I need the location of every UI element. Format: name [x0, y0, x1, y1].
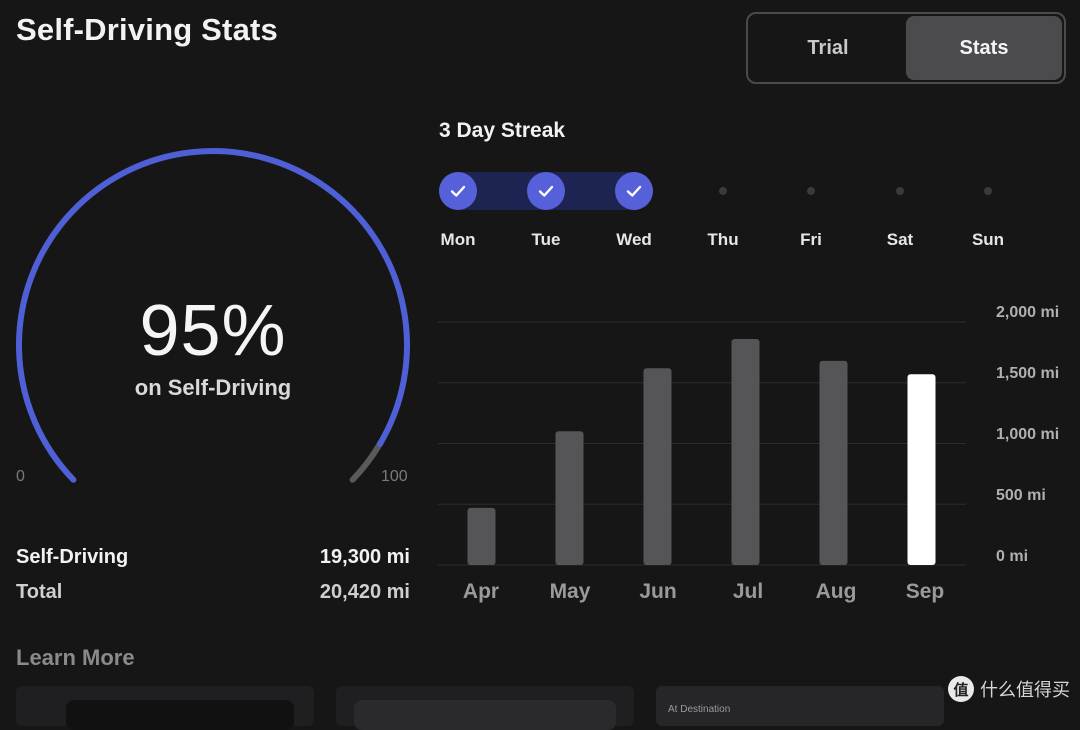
- bar-apr[interactable]: [467, 507, 496, 565]
- learn-more-card-3[interactable]: At Destination: [656, 686, 944, 726]
- day-label-mon: Mon: [440, 230, 476, 249]
- day-dot-thu: [704, 172, 742, 210]
- x-tick-label-apr: Apr: [462, 580, 500, 603]
- self-driving-distance-label: Self-Driving: [16, 546, 129, 568]
- streak-title: 3 Day Streak: [439, 119, 566, 142]
- y-tick-label: 1,000 mi: [996, 426, 1060, 443]
- y-tick-label: 2,000 mi: [996, 304, 1060, 321]
- page-title: Self-Driving Stats: [16, 12, 278, 47]
- gauge-progress-arc: [15, 148, 410, 483]
- check-icon: [450, 185, 466, 197]
- day-dot-sat: [881, 172, 919, 210]
- learn-more-card-2[interactable]: [336, 686, 634, 730]
- check-icon: [538, 185, 554, 197]
- learn-more-heading: Learn More: [16, 645, 135, 670]
- day-dot-tue: [527, 172, 565, 210]
- x-tick-label-may: May: [549, 580, 591, 603]
- bar-sep[interactable]: [907, 374, 936, 565]
- monthly-distance-chart: [438, 321, 966, 566]
- bar-may[interactable]: [555, 431, 584, 565]
- day-label-sun: Sun: [971, 230, 1005, 249]
- day-dot-wed: [615, 172, 653, 210]
- day-label-thu: Thu: [707, 230, 739, 249]
- watermark: 值 什么值得买: [948, 676, 1070, 702]
- day-dot-sun: [969, 172, 1007, 210]
- learn-more-card-1[interactable]: [16, 686, 314, 730]
- stats-tab[interactable]: Stats: [906, 16, 1062, 80]
- bar-jul[interactable]: [731, 339, 760, 565]
- check-icon: [626, 185, 642, 197]
- total-distance-value: 20,420 mi: [319, 581, 410, 603]
- watermark-logo-icon: 值: [948, 676, 974, 702]
- total-distance-label: Total: [16, 581, 63, 603]
- day-dot-mon: [439, 172, 477, 210]
- day-label-fri: Fri: [800, 230, 822, 249]
- watermark-text: 什么值得买: [980, 680, 1070, 700]
- day-dot-fri: [792, 172, 830, 210]
- gauge-max-label: 100: [381, 468, 408, 485]
- gauge-remainder-arc: [349, 440, 383, 483]
- trial-tab[interactable]: Trial: [807, 36, 849, 59]
- day-label-wed: Wed: [616, 230, 652, 249]
- x-tick-label-jun: Jun: [639, 580, 677, 603]
- bar-aug[interactable]: [819, 360, 848, 565]
- self-driving-distance-value: 19,300 mi: [319, 546, 410, 568]
- y-tick-label: 0 mi: [996, 548, 1029, 565]
- day-label-tue: Tue: [531, 230, 561, 249]
- x-tick-label-sep: Sep: [905, 580, 945, 603]
- total-distance-row: Total 20,420 mi: [16, 581, 410, 604]
- y-tick-label: 1,500 mi: [996, 365, 1060, 382]
- view-toggle: Trial Stats: [746, 12, 1066, 84]
- x-tick-label-aug: Aug: [815, 580, 857, 603]
- gauge-percent: 95%: [139, 291, 287, 371]
- x-tick-label-jul: Jul: [732, 580, 764, 603]
- self-driving-distance-row: Self-Driving 19,300 mi: [16, 546, 410, 569]
- gauge-min-label: 0: [16, 468, 25, 485]
- y-tick-label: 500 mi: [996, 487, 1046, 504]
- bar-jun[interactable]: [643, 368, 672, 565]
- gauge-caption: on Self-Driving: [134, 375, 292, 400]
- card-3-caption: At Destination: [668, 704, 731, 715]
- day-label-sat: Sat: [886, 230, 914, 249]
- self-driving-gauge: [15, 148, 410, 483]
